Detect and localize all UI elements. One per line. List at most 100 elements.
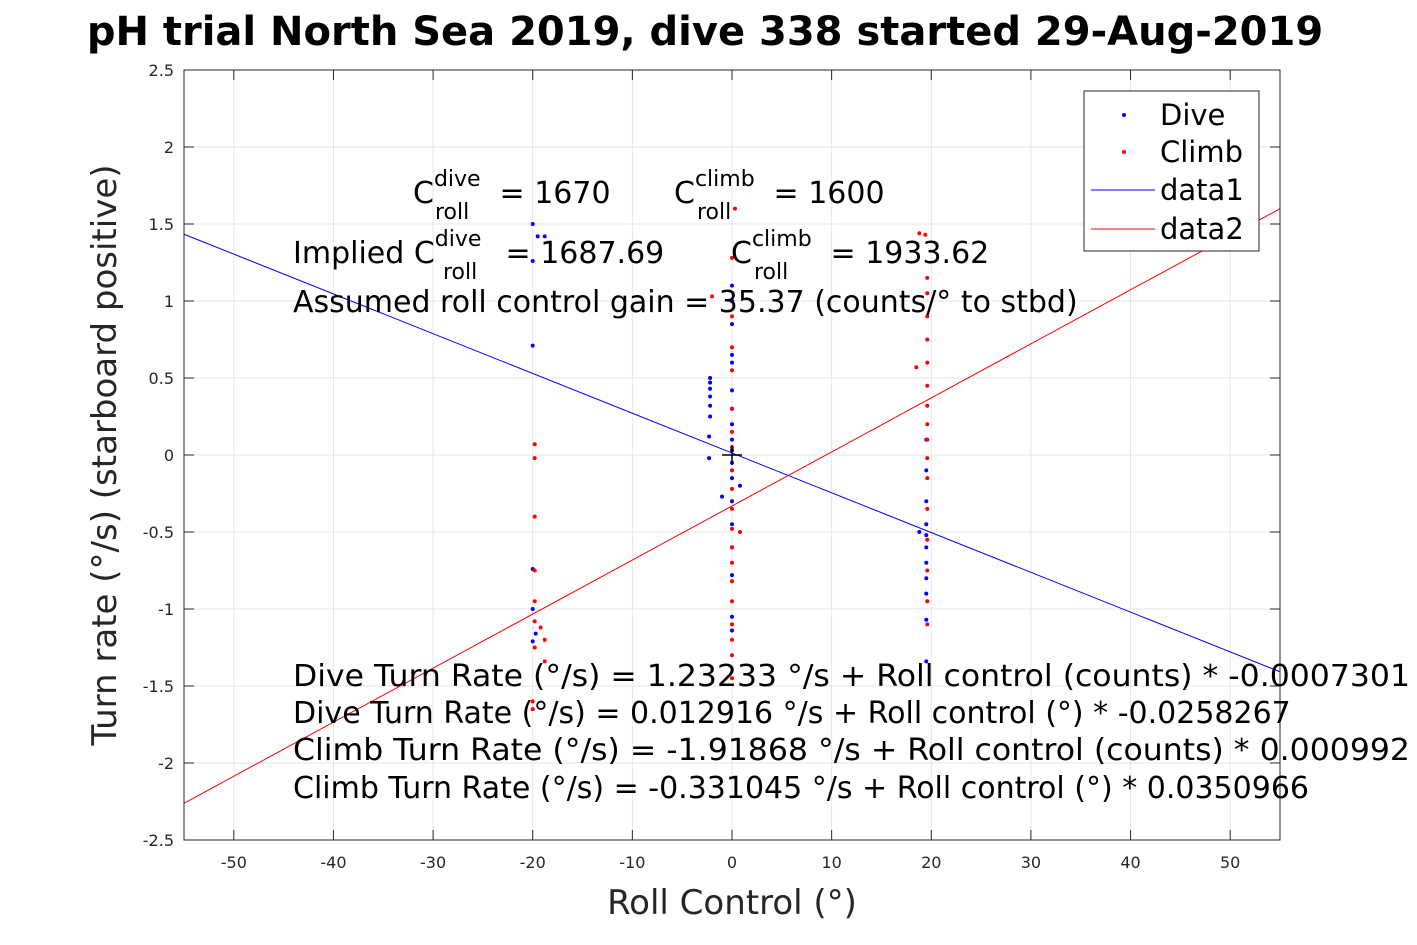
dive-point <box>730 573 734 578</box>
climb-point <box>925 422 930 427</box>
data-points <box>530 206 930 712</box>
x-tick-label: 30 <box>1021 853 1041 872</box>
dive-point <box>924 560 929 565</box>
x-tick-label: 50 <box>1220 853 1240 872</box>
y-tick-label: -0.5 <box>143 523 174 542</box>
climb-point <box>925 275 930 280</box>
climb-point <box>730 406 734 411</box>
climb-point <box>925 537 930 542</box>
legend-dive-label: Dive <box>1160 98 1225 132</box>
annotation-c-dive: Cdive roll = 1670 <box>413 167 611 225</box>
climb-point <box>730 255 734 260</box>
implied-dive-rest: = 1687.69 <box>496 236 664 271</box>
climb-point <box>732 206 737 211</box>
climb-point <box>923 232 928 237</box>
climb-point <box>730 526 734 531</box>
climb-point <box>730 486 734 491</box>
dive-point <box>730 299 734 303</box>
implied-dive-sup: dive <box>435 227 482 252</box>
dive-point <box>730 388 734 393</box>
climb-point <box>542 637 547 642</box>
dive-point <box>530 607 535 611</box>
c-climb-rest: = 1600 <box>764 176 885 211</box>
dive-point <box>924 533 929 538</box>
climb-point <box>925 403 930 408</box>
dive-point <box>924 522 929 527</box>
climb-point <box>710 294 715 299</box>
dive-point <box>730 522 734 527</box>
climb-point <box>532 599 537 604</box>
climb-point <box>532 568 537 573</box>
dive-point <box>708 380 713 385</box>
implied-climb-sub: roll <box>754 260 788 285</box>
dive-point <box>730 476 734 481</box>
annotation-c-climb: Cclimb roll = 1600 <box>674 167 885 225</box>
climb-point <box>917 231 922 236</box>
implied-dive-sub: roll <box>443 260 477 285</box>
climb-point <box>925 506 930 511</box>
climb-point <box>925 568 930 573</box>
y-tick-label: 1.5 <box>149 215 174 234</box>
climb-point <box>737 530 742 534</box>
x-tick-label: 20 <box>921 853 941 872</box>
annotation-eq3: Climb Turn Rate (°/s) = -1.91868 °/s + R… <box>293 733 1410 768</box>
dive-point <box>708 403 713 408</box>
climb-point <box>730 560 734 565</box>
climb-point <box>532 619 537 624</box>
y-tick-label: 1 <box>164 292 174 311</box>
dive-point <box>708 394 713 399</box>
climb-point <box>530 699 535 704</box>
climb-point <box>532 442 537 447</box>
dive-point <box>730 422 734 427</box>
annotations: Cdive roll = 1670 Cclimb roll = 1600 Impli… <box>293 167 1410 806</box>
x-tick-label: -40 <box>320 853 346 872</box>
y-tick-label: 2 <box>164 138 174 157</box>
climb-point <box>925 291 930 296</box>
dive-point <box>730 360 734 365</box>
legend-climb-marker <box>1122 150 1126 154</box>
climb-point <box>925 383 930 388</box>
climb-point <box>730 506 734 511</box>
climb-point <box>925 456 930 461</box>
legend-data1-label: data1 <box>1160 173 1244 207</box>
dive-point <box>533 631 538 636</box>
climb-point <box>730 676 734 681</box>
y-tick-label: -2.5 <box>143 831 174 850</box>
dive-point <box>708 386 713 391</box>
climb-point <box>730 579 734 584</box>
dive-point <box>924 545 929 550</box>
dive-point <box>924 591 929 596</box>
climb-point <box>730 314 734 319</box>
c-dive-sup: dive <box>434 167 481 192</box>
climb-point <box>914 365 919 370</box>
climb-point <box>730 545 734 550</box>
dive-point <box>917 530 922 534</box>
dive-point <box>730 628 734 633</box>
dive-point <box>730 283 734 288</box>
climb-point <box>530 707 535 712</box>
climb-point <box>925 622 930 627</box>
annotation-implied-climb: Cclimb roll = 1933.62 <box>731 227 989 285</box>
x-tick-label: -50 <box>221 853 247 872</box>
fit-line-data2 <box>183 208 1281 804</box>
implied-dive-main: C <box>414 236 435 271</box>
climb-point <box>925 476 930 481</box>
y-axis-label: Turn rate (°/s) (starboard positive) <box>85 164 125 746</box>
annotation-eq2: Dive Turn Rate (°/s) = 0.012916 °/s + Ro… <box>293 696 1291 731</box>
dive-point <box>708 376 713 380</box>
implied-climb-main: C <box>731 236 752 271</box>
climb-point <box>730 599 734 604</box>
climb-point <box>538 625 543 630</box>
climb-point <box>730 637 734 642</box>
y-tick-label: -1.5 <box>143 677 174 696</box>
climb-point <box>730 468 734 473</box>
dive-point <box>730 499 734 504</box>
dive-point <box>530 258 535 263</box>
dive-point <box>924 659 929 664</box>
climb-point <box>730 622 734 627</box>
x-tick-label: 40 <box>1120 853 1140 872</box>
legend-data2-label: data2 <box>1160 212 1244 246</box>
dive-point <box>530 343 535 348</box>
legend-dive-marker <box>1122 113 1126 117</box>
